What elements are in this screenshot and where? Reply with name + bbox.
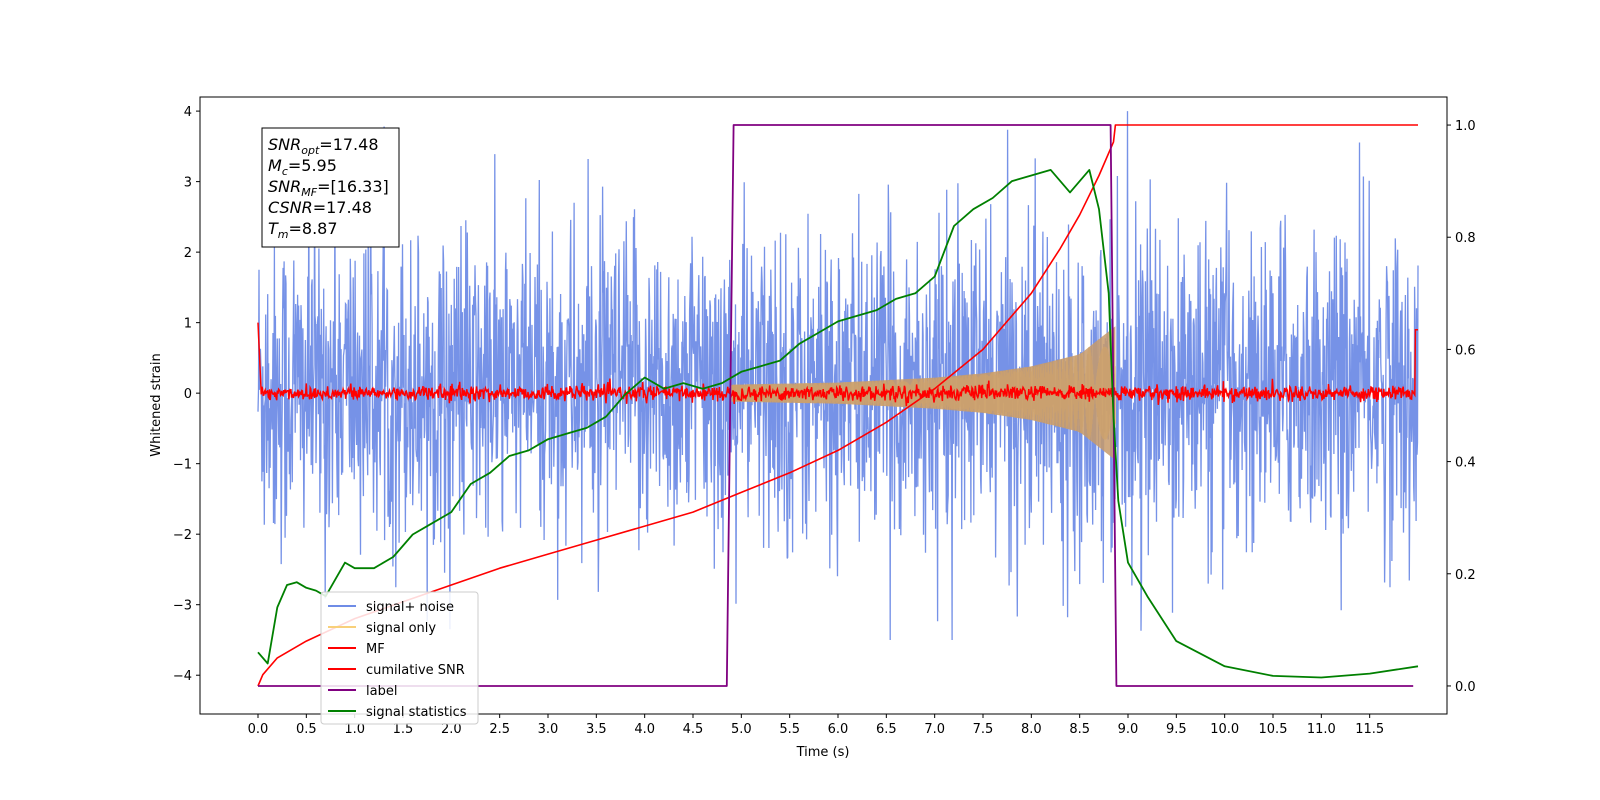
y-left-tick-label: 2 (184, 246, 192, 261)
x-tick-label: 7.0 (924, 722, 945, 737)
legend-entry: signal statistics (366, 705, 467, 720)
legend-entry: signal+ noise (366, 600, 454, 615)
y-left-tick-label: −4 (173, 669, 192, 684)
x-tick-label: 4.0 (634, 722, 655, 737)
legend-entry: MF (366, 642, 385, 657)
label-line (258, 124, 1414, 687)
x-tick-label: 6.0 (828, 722, 849, 737)
legend: signal+ noise signal only MF cumilative SNR… (320, 591, 479, 725)
series-signal-statistics (257, 169, 1419, 679)
x-tick-label: 11.0 (1307, 722, 1336, 737)
x-tick-label: 10.5 (1259, 722, 1288, 737)
y-axis-right: 1.0 0.8 0.6 0.4 0.2 0.0 (1447, 119, 1476, 695)
x-tick-label: 9.5 (1166, 722, 1187, 737)
plot-frame (199, 96, 1448, 715)
x-tick-label: 5.5 (779, 722, 800, 737)
y-right-tick-label: 0.8 (1455, 231, 1476, 246)
x-tick-label: 2.0 (441, 722, 462, 737)
y-left-tick-label: 3 (184, 176, 192, 191)
x-tick-label: 1.0 (344, 722, 365, 737)
x-tick-label: 8.5 (1069, 722, 1090, 737)
y-axis-label-left: Whitened strain (149, 353, 164, 456)
x-tick-label: 0.0 (248, 722, 269, 737)
x-tick-label: 3.0 (538, 722, 559, 737)
y-left-tick-label: −3 (173, 599, 192, 614)
signal-statistics-line (257, 169, 1419, 679)
y-axis-left: 4 3 2 1 0 −1 −2 −3 −4 (173, 105, 200, 684)
annotation-line: SNRopt=17.48 (268, 135, 379, 157)
legend-entry: signal only (366, 621, 436, 636)
mf-line (257, 322, 1418, 407)
annotation-line: Mc=5.95 (268, 156, 337, 178)
legend-entry: cumilative SNR (366, 663, 465, 678)
annotation-line: Tm=8.87 (268, 219, 338, 241)
x-tick-label: 4.5 (683, 722, 704, 737)
y-right-tick-label: 0.6 (1455, 343, 1476, 358)
x-tick-label: 5.0 (731, 722, 752, 737)
y-left-tick-label: 4 (184, 105, 192, 120)
y-right-tick-label: 1.0 (1455, 119, 1476, 134)
y-left-tick-label: −2 (173, 528, 192, 543)
annotation-frame (261, 127, 400, 248)
x-tick-label: 3.5 (586, 722, 607, 737)
x-tick-label: 0.5 (296, 722, 317, 737)
x-tick-label: 8.0 (1021, 722, 1042, 737)
y-right-tick-label: 0.4 (1455, 456, 1476, 471)
annotation-box: SNRopt=17.48Mc=5.95SNRMF=[16.33]CSNR=17.… (261, 127, 400, 248)
y-left-tick-label: −1 (173, 458, 192, 473)
legend-entry: label (366, 684, 397, 699)
x-tick-label: 6.5 (876, 722, 897, 737)
x-tick-label: 9.0 (1118, 722, 1139, 737)
x-axis: 0.0 0.5 1.0 1.5 2.0 2.5 3.0 3.5 4.0 4.5 5.0 5.5 6.0 6… (248, 714, 1384, 737)
annotation-line: SNRMF=[16.33] (268, 177, 389, 199)
series-mf (257, 322, 1418, 407)
y-left-tick-label: 1 (184, 317, 192, 332)
x-tick-label: 10.0 (1210, 722, 1239, 737)
x-tick-label: 11.5 (1355, 722, 1384, 737)
y-left-tick-label: 0 (184, 387, 192, 402)
y-right-tick-label: 0.0 (1455, 680, 1476, 695)
legend-frame (320, 591, 479, 725)
x-tick-label: 1.5 (393, 722, 414, 737)
y-right-tick-label: 0.2 (1455, 568, 1476, 583)
annotation-line: CSNR=17.48 (268, 198, 372, 217)
series-label (258, 124, 1414, 687)
x-tick-label: 2.5 (489, 722, 510, 737)
x-axis-label: Time (s) (796, 745, 850, 760)
x-tick-label: 7.5 (973, 722, 994, 737)
